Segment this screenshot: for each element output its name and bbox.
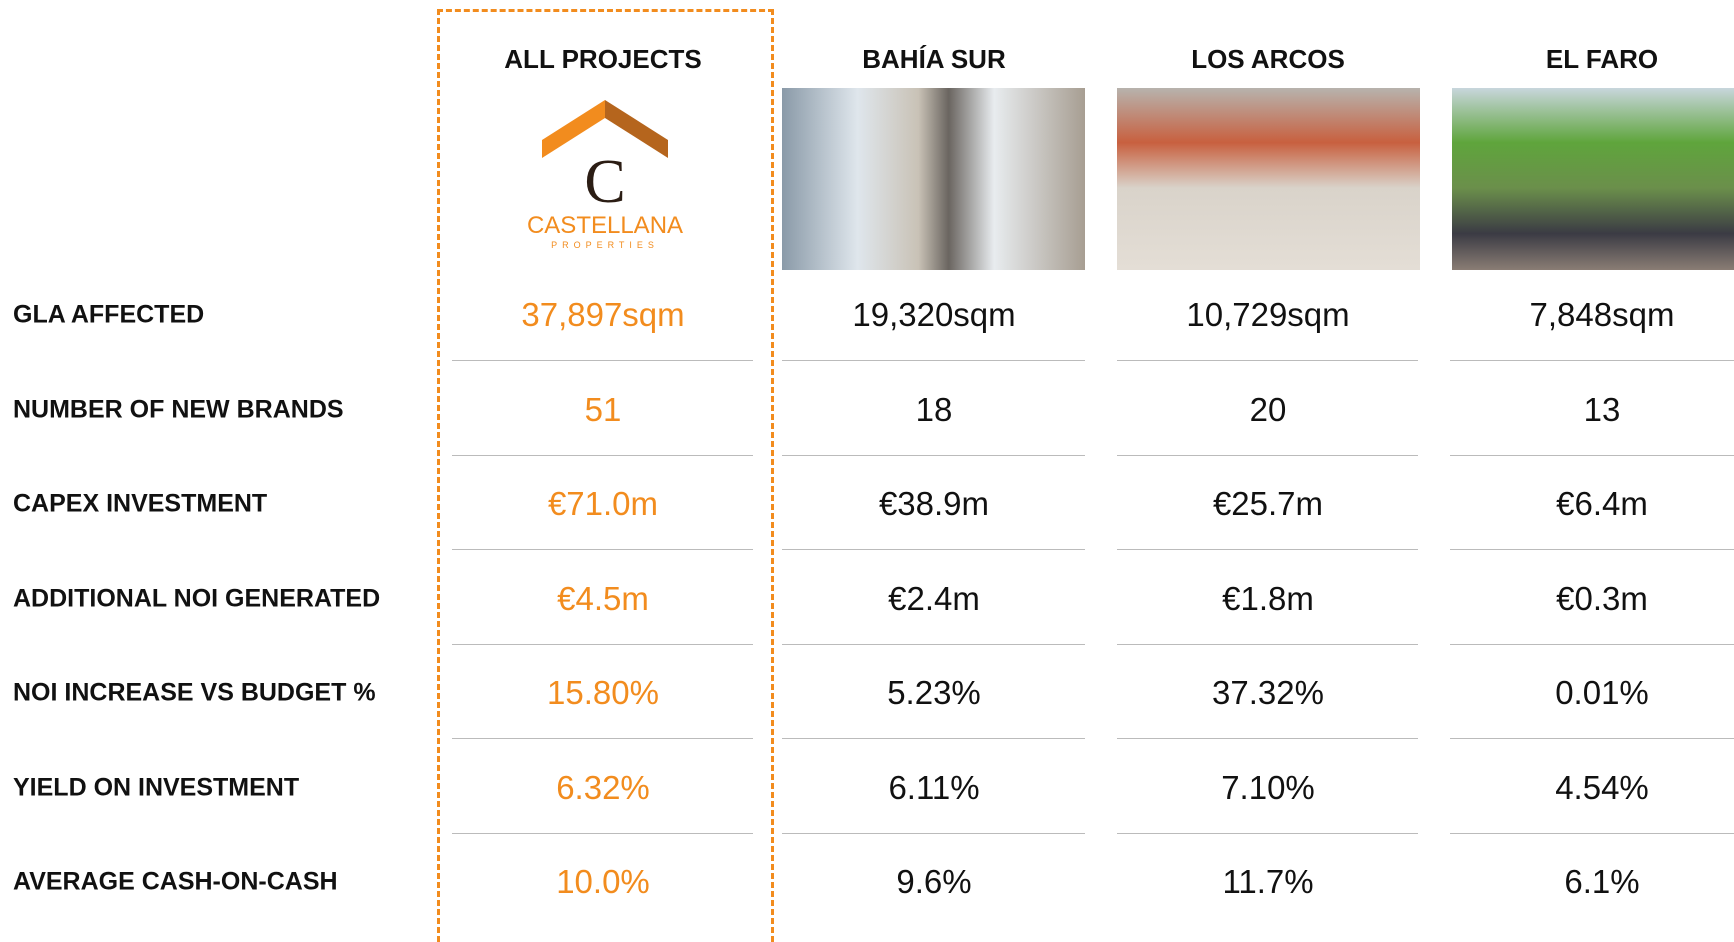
roof-left: [542, 100, 605, 158]
row-separator: [782, 360, 1085, 361]
column-header: BAHÍA SUR: [862, 44, 1006, 74]
row-separator: [1117, 832, 1418, 834]
cell-value: 20: [1249, 390, 1287, 428]
row-label: NOI INCREASE VS BUDGET %: [13, 678, 376, 707]
cell-value: 6.32%: [556, 768, 650, 806]
cell-value: 37.32%: [1212, 674, 1324, 711]
row-label: CAPEX INVESTMENT: [13, 489, 268, 518]
row-separator: [1117, 738, 1418, 739]
column-header: LOS ARCOS: [1191, 44, 1345, 74]
cell-value: €4.5m: [557, 579, 649, 617]
cell-value: €1.8m: [1222, 579, 1314, 617]
cell-value: 6.1%: [1564, 863, 1640, 900]
cell-value: €0.3m: [1556, 579, 1648, 617]
row-separator: [782, 643, 1085, 645]
row-separator: [782, 832, 1085, 834]
row-separator: [1450, 643, 1734, 645]
cell-value: 7,848sqm: [1529, 296, 1675, 333]
cell-value: 10.0%: [556, 863, 650, 900]
row-label: YIELD ON INVESTMENT: [13, 773, 300, 801]
row-separator: [452, 549, 753, 550]
cell-value: €2.4m: [888, 579, 980, 617]
cell-value: 19,320sqm: [852, 296, 1016, 333]
row-label: GLA AFFECTED: [13, 300, 205, 329]
row-separator: [782, 738, 1085, 739]
row-label: NUMBER OF NEW BRANDS: [13, 395, 344, 423]
row-label: ADDITIONAL NOI GENERATED: [13, 584, 381, 612]
row-separator: [1117, 643, 1418, 645]
cell-value: 0.01%: [1555, 674, 1649, 711]
row-separator: [782, 454, 1085, 456]
logo-tagline: PROPERTIES: [551, 240, 659, 250]
cell-value: 37,897sqm: [521, 296, 685, 333]
column-header: ALL PROJECTS: [504, 44, 702, 74]
row-separator: [1450, 549, 1734, 550]
photo-bahia-sur: [782, 88, 1085, 270]
cell-value: 4.54%: [1555, 768, 1649, 806]
row-separator: [782, 549, 1085, 550]
cell-value: 11.7%: [1222, 863, 1314, 900]
row-separator: [452, 454, 753, 456]
cell-value: 5.23%: [887, 674, 981, 711]
cell-value: 13: [1583, 390, 1621, 428]
cell-value: 15.80%: [547, 674, 659, 711]
cell-value: 7.10%: [1221, 768, 1315, 806]
highlight-box: [437, 9, 774, 942]
cell-value: 6.11%: [888, 768, 980, 806]
row-separator: [1450, 738, 1734, 739]
row-separator: [1117, 360, 1418, 361]
photo-el-faro: [1452, 88, 1734, 270]
row-separator: [1117, 549, 1418, 550]
cell-value: €6.4m: [1556, 485, 1648, 522]
row-label: AVERAGE CASH-ON-CASH: [13, 867, 338, 896]
cell-value: 18: [915, 390, 953, 428]
logo-letter: C: [584, 148, 625, 216]
row-separator: [1450, 360, 1734, 361]
photo-los-arcos: [1117, 88, 1420, 270]
row-separator: [452, 643, 753, 645]
logo: C CASTELLANA PROPERTIES: [527, 100, 683, 250]
cell-value: €71.0m: [547, 485, 659, 522]
column-header: EL FARO: [1545, 44, 1659, 74]
row-separator: [452, 360, 753, 361]
cell-value: 51: [584, 390, 622, 428]
row-separator: [1450, 454, 1734, 456]
cell-value: €38.9m: [878, 485, 990, 522]
row-separator: [452, 738, 753, 739]
row-separator: [1117, 454, 1418, 456]
cell-value: 9.6%: [896, 863, 972, 900]
roof-right: [605, 100, 668, 158]
cell-value: €25.7m: [1212, 485, 1324, 522]
row-separator: [1450, 832, 1734, 834]
cell-value: 10,729sqm: [1186, 296, 1350, 333]
logo-name: CASTELLANA: [527, 212, 683, 239]
row-separator: [452, 832, 753, 834]
